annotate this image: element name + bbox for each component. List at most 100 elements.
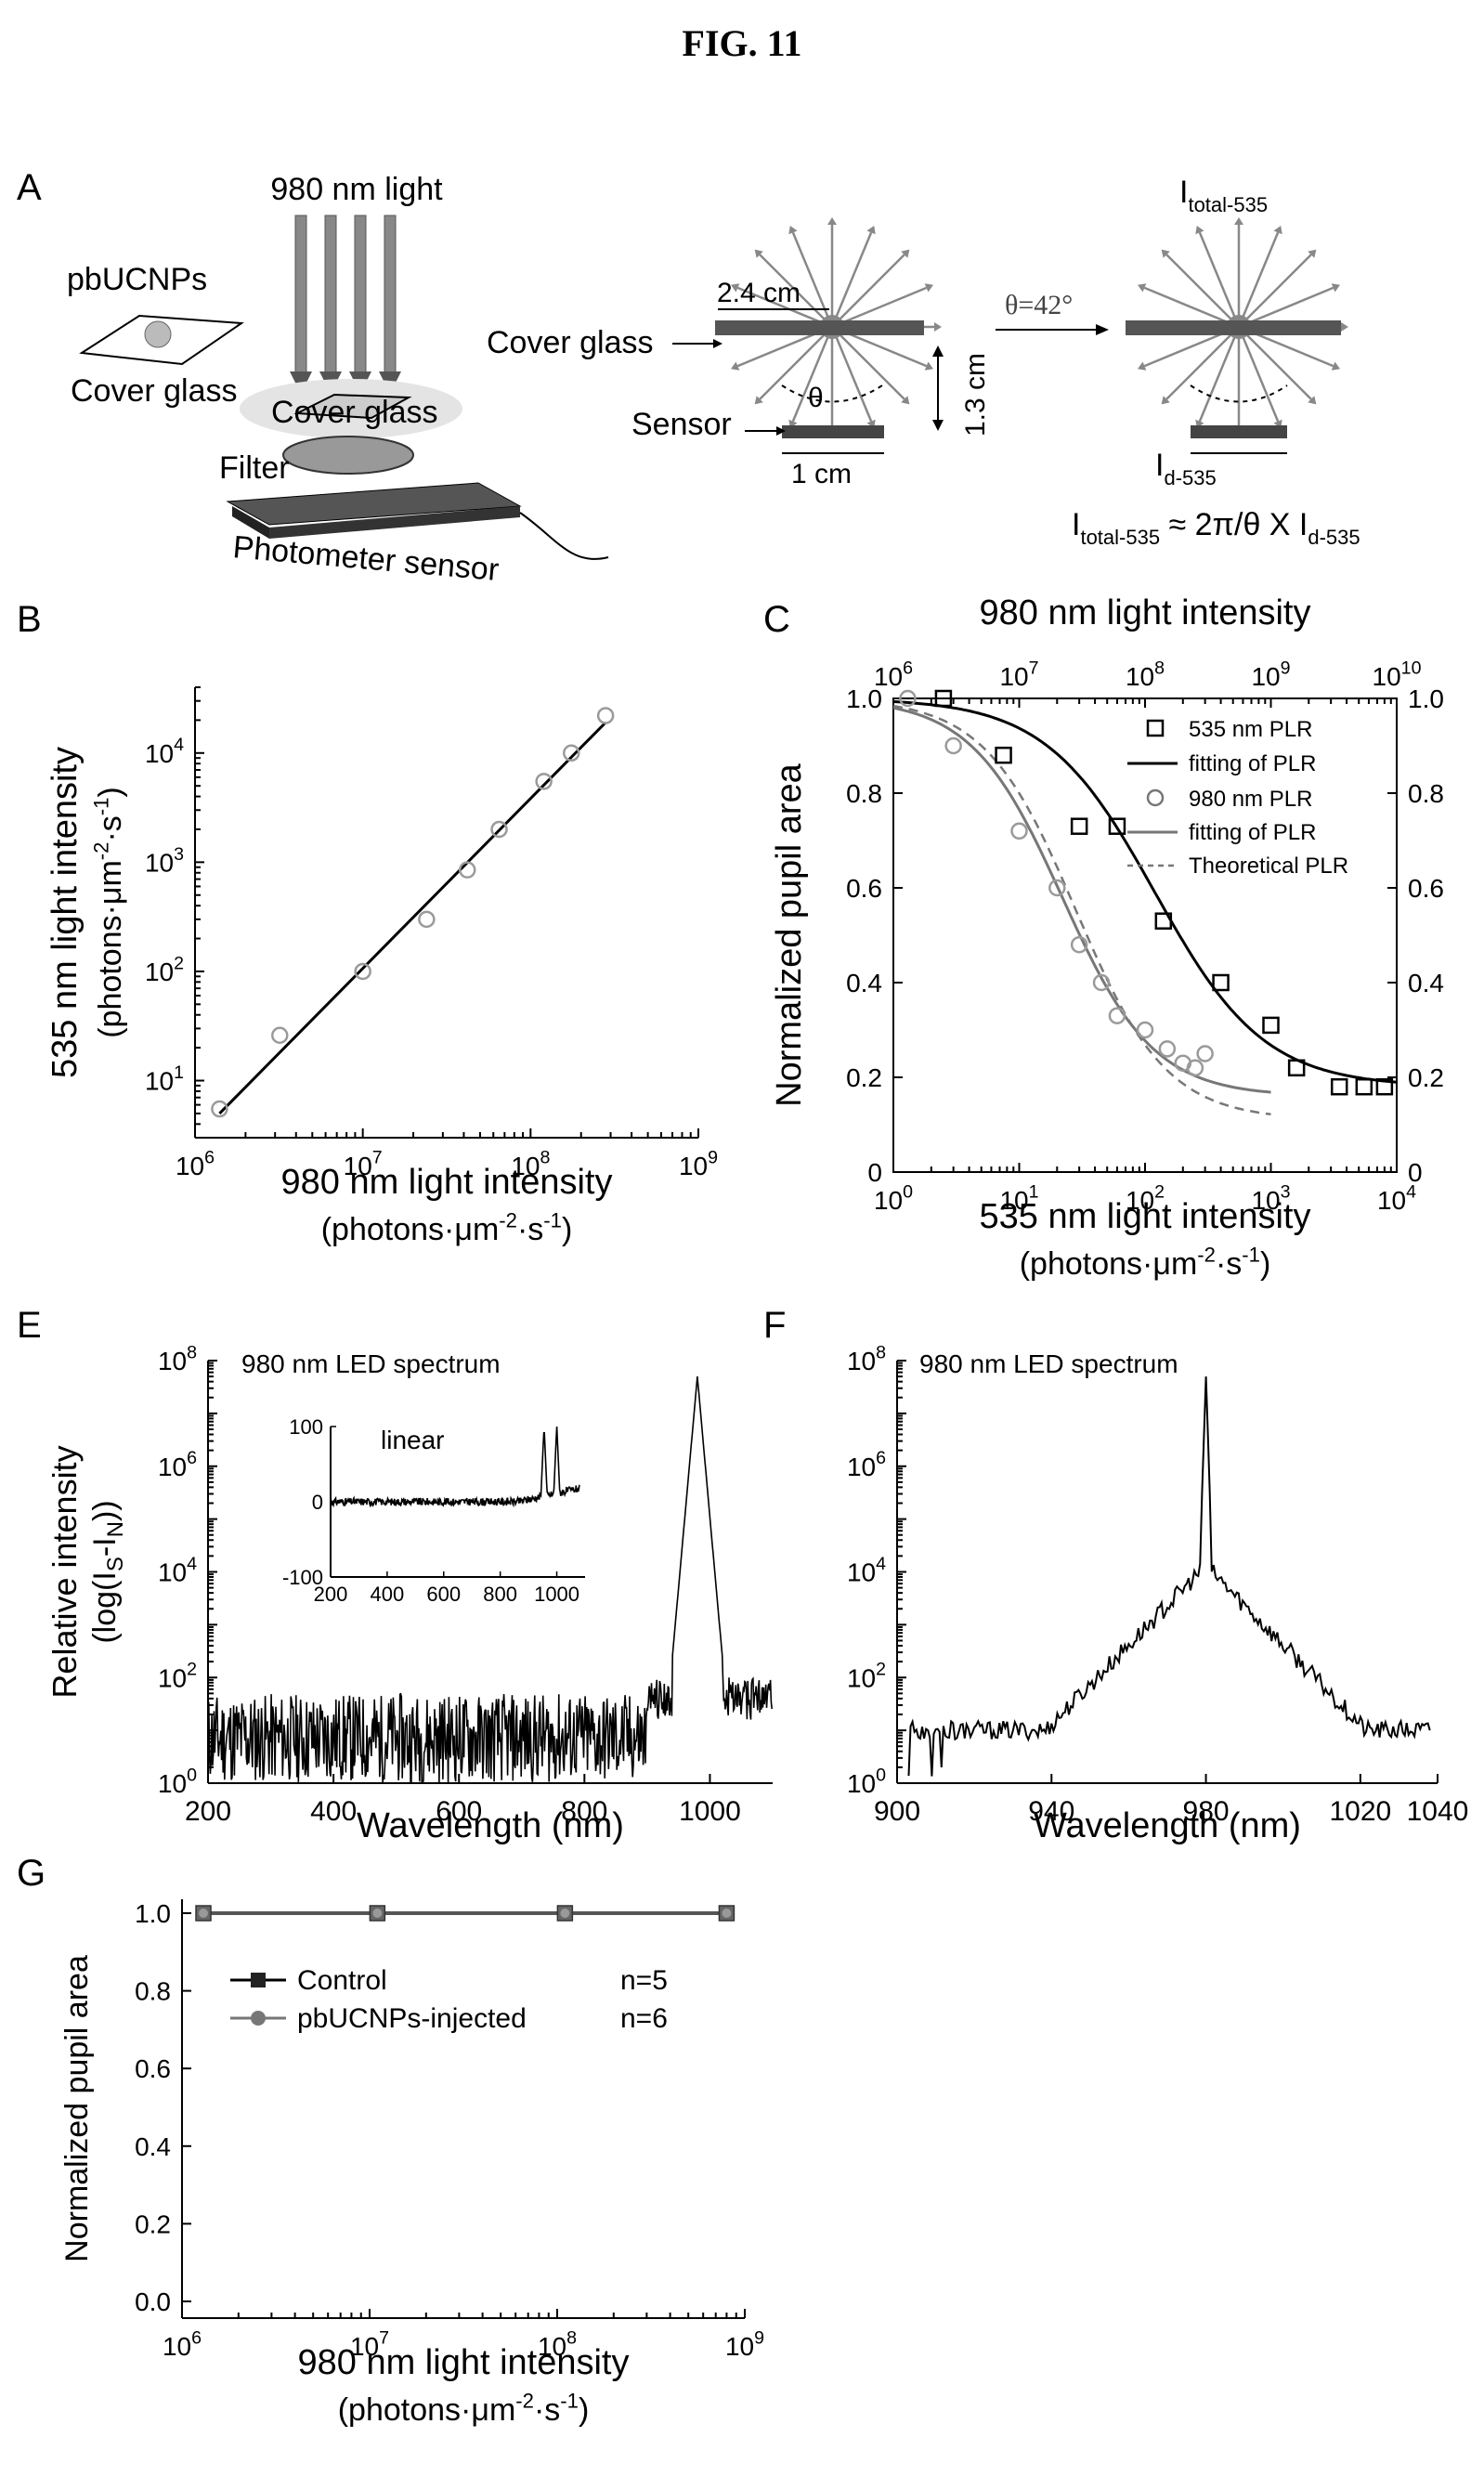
data-point-535 <box>1154 912 1173 930</box>
x-tick-label: 800 <box>561 1796 607 1827</box>
emission-ray-arrowhead <box>1161 396 1170 405</box>
x2-tick-label: 106 <box>874 658 913 691</box>
emission-ray-arrowhead <box>788 226 798 235</box>
y-axis-unit-mid: ·s <box>93 815 128 841</box>
x-tick-label-base: 10 <box>1251 1186 1280 1215</box>
y2-tick-label: 0.2 <box>1408 1063 1444 1092</box>
x-tick-label-base: 10 <box>725 2332 754 2361</box>
x-axis-unit-sup2: -1 <box>543 1208 562 1231</box>
x-tick-label: 108 <box>538 2327 577 2361</box>
emission-ray <box>1165 326 1240 400</box>
data-point-injected <box>372 1909 383 1918</box>
data-point-535 <box>1330 1077 1348 1096</box>
y-tick-label-base: 10 <box>847 1347 876 1375</box>
y-axis-unit-pre: (photons·μm <box>93 860 128 1038</box>
emission-ray <box>736 286 833 329</box>
theta-label: θ <box>808 383 824 413</box>
light-label: 980 nm light <box>270 172 443 207</box>
cover-glass-bar-right <box>1126 320 1341 335</box>
x-axis-unit: (photons·μm-2·s-1) <box>1020 1243 1271 1282</box>
data-point-980 <box>1092 973 1111 992</box>
x-tick-label-exp: 6 <box>204 1147 215 1167</box>
data-point-980 <box>1196 1045 1214 1062</box>
y-tick-label-base: 10 <box>145 1067 174 1096</box>
x-tick-label: 600 <box>436 1796 482 1827</box>
theoretical-curve <box>892 704 1271 1116</box>
y-tick-label-base: 10 <box>145 958 174 986</box>
y-tick-label-base: 10 <box>847 1663 876 1692</box>
x-axis-unit: (photons·μm-2·s-1) <box>338 2389 590 2428</box>
emission-ray-arrowhead <box>924 361 933 371</box>
y-tick-label-base: 10 <box>847 1453 876 1481</box>
data-point-980 <box>1048 879 1066 897</box>
data-point-980 <box>1070 935 1088 954</box>
x-axis-unit-mid: ·s <box>517 1212 543 1247</box>
emission-ray <box>791 326 834 423</box>
y2-tick-label: 0.8 <box>1408 779 1444 808</box>
legend-label: Control <box>297 1965 387 1996</box>
emission-ray <box>1237 231 1280 328</box>
x-axis-title: Wavelength (nm) <box>1034 1806 1301 1845</box>
y-tick-label: 106 <box>847 1448 886 1481</box>
data-point-980 <box>899 689 917 708</box>
x-tick-label-base: 10 <box>344 1152 372 1180</box>
panel-label-g: G <box>17 1853 46 1894</box>
y-tick-label-exp: 2 <box>187 1660 197 1680</box>
y-tick-label-exp: 2 <box>876 1660 886 1680</box>
y-tick-label-exp: 6 <box>187 1448 197 1468</box>
x-axis-unit-post: ) <box>579 2392 589 2428</box>
x-tick-label: 106 <box>163 2327 202 2361</box>
x-tick-label: 1000 <box>679 1796 741 1827</box>
y-tick-label: 102 <box>847 1660 886 1693</box>
x-axis-unit-sup2: -1 <box>1242 1243 1260 1266</box>
y-axis-unit-sup1: -2 <box>89 842 112 861</box>
y2-tick-label: 0 <box>1408 1158 1423 1187</box>
data-point-injected <box>199 1909 209 1918</box>
x-tick-label-exp: 8 <box>540 1147 550 1167</box>
y-tick-label: 104 <box>158 1554 197 1587</box>
y-tick-label: 102 <box>158 1660 197 1693</box>
emission-ray-arrowhead <box>1161 249 1170 258</box>
x-tick-label-exp: 1 <box>1029 1181 1039 1202</box>
x2-tick-label-exp: 10 <box>1401 658 1422 678</box>
data-point-535 <box>1108 817 1126 835</box>
panel-label-f: F <box>763 1305 786 1346</box>
x-axis-unit-sup2: -1 <box>560 2389 579 2412</box>
fit-curve-980 <box>892 706 1271 1094</box>
data-point-535 <box>1212 973 1230 992</box>
y-tick-label-exp: 6 <box>876 1448 886 1468</box>
y-axis-unit-post: ) <box>93 787 128 797</box>
x-tick-label-base: 10 <box>679 1152 708 1180</box>
emission-ray <box>831 254 905 328</box>
sensor-device-label: Photometer sensor <box>231 529 500 588</box>
emission-ray <box>1238 326 1312 400</box>
emission-ray <box>759 254 833 328</box>
x-tick-label: 1040 <box>1407 1796 1469 1827</box>
y-tick-label-exp: 4 <box>187 1554 197 1574</box>
x-tick-label-exp: 2 <box>1154 1181 1165 1202</box>
figure-title: FIG. 11 <box>683 22 802 64</box>
y-axis-subtitle-part: -I <box>87 1537 123 1557</box>
x2-axis-title: 980 nm light intensity <box>980 593 1311 632</box>
sensor-label: Sensor <box>631 407 732 442</box>
emission-ray <box>830 231 873 328</box>
x-axis-unit: (photons·μm-2·s-1) <box>321 1208 573 1247</box>
inset-x-tick-label: 1000 <box>534 1583 579 1606</box>
inset-x-tick-label: 400 <box>371 1583 405 1606</box>
legend-marker-980 <box>1146 788 1165 807</box>
cover-glass-plate-icon <box>293 393 412 420</box>
y-axis-unit: (photons·μm-2·s-1) <box>89 787 128 1038</box>
emission-ray <box>1238 286 1334 329</box>
x-tick-label: 106 <box>176 1147 215 1180</box>
y-tick-label: 104 <box>145 735 184 768</box>
x-tick-label-exp: 7 <box>372 1147 383 1167</box>
emission-ray-arrowhead <box>754 396 763 405</box>
x-tick-label: 109 <box>679 1147 718 1180</box>
angle-label: θ=42° <box>1005 290 1073 320</box>
panel-label-b: B <box>17 599 42 640</box>
x2-tick-label: 108 <box>1126 658 1165 691</box>
spectrum-line <box>207 1376 773 1784</box>
x-tick-label-exp: 9 <box>708 1147 718 1167</box>
emission-ray <box>1165 254 1240 328</box>
legend-label: 980 nm PLR <box>1189 787 1312 812</box>
